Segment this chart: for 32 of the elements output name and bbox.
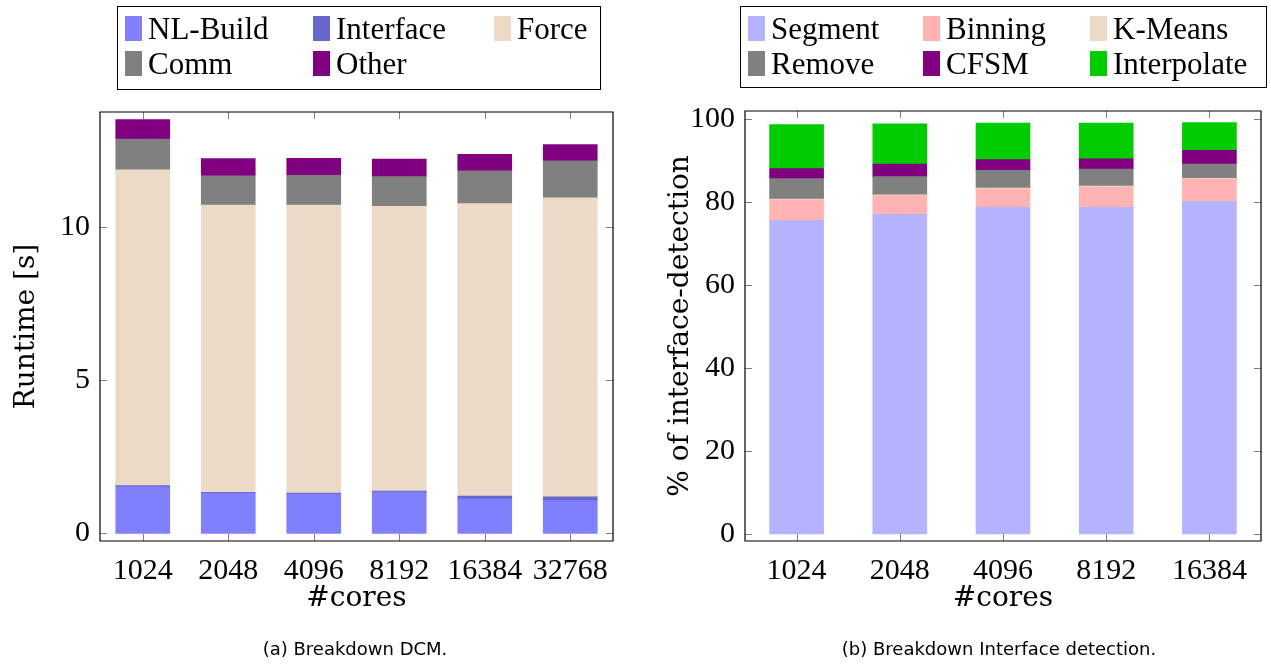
y-tick-label: 10 [60,207,90,241]
x-tick-label: 16384 [1171,551,1247,585]
legend-label: Remove [771,45,875,82]
y-axis-title: % of interface-detection [662,155,696,497]
legend-label: Comm [148,45,233,82]
y-tick-label: 80 [705,182,735,216]
legend-label: Binning [946,10,1046,47]
y-axis-title: Runtime [s] [8,243,42,410]
x-tick-label: 1024 [112,551,173,585]
text: (b) Breakdown Interface detection. [841,638,1157,659]
y-tick-label: 40 [705,348,735,382]
legend-label: NL-Build [148,10,269,47]
text: (a) Breakdown DCM. [262,638,448,659]
y-tick-label: 60 [705,265,735,299]
x-tick-label: 2048 [198,551,259,585]
y-tick-label: 0 [720,514,735,548]
legend-label: K-Means [1113,10,1229,47]
x-tick-label: 32768 [532,551,608,585]
y-tick-label: 0 [75,514,90,548]
x-tick-label: 2048 [869,551,930,585]
x-tick-label: 1024 [766,551,827,585]
legend-label: Interpolate [1113,45,1248,82]
y-tick-label: 5 [75,361,90,394]
legend-label: Force [517,10,588,47]
legend-label: Segment [771,10,880,47]
x-tick-label: 16384 [447,551,523,585]
legend-label: Other [336,45,407,82]
legend-label: Interface [336,10,447,47]
y-tick-label: 20 [705,431,735,465]
y-tick-label: 100 [690,99,735,133]
x-tick-label: 8192 [1076,551,1137,585]
legend-label: CFSM [946,45,1029,82]
